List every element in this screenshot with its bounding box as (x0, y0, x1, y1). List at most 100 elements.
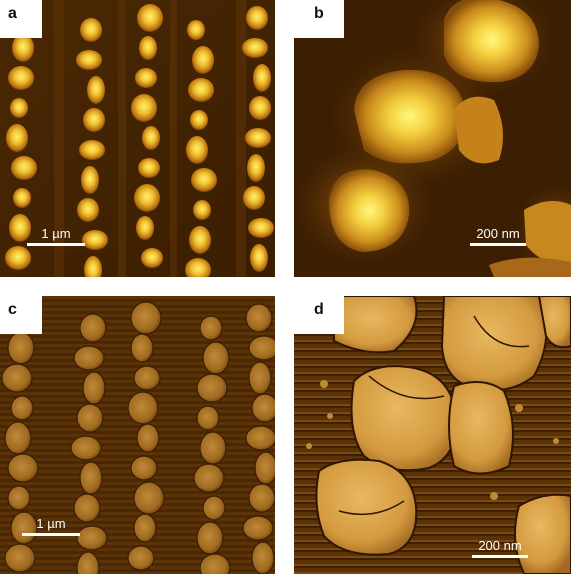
island-a (193, 200, 211, 220)
island-c (1, 363, 33, 393)
scale-bar-label-c: 1 µm (36, 516, 66, 531)
island-a (246, 6, 268, 30)
island-a (190, 110, 208, 130)
island-c (7, 331, 35, 365)
island-c (199, 431, 227, 465)
scale-bar-line-b (470, 243, 526, 246)
island-c (76, 403, 104, 433)
scale-bar-a: 1 µm (27, 224, 85, 246)
island-c (127, 545, 155, 571)
island-a (13, 188, 31, 208)
island-a (82, 230, 108, 250)
island-c (251, 393, 275, 423)
island-a (189, 226, 211, 254)
afm-panel-a: a 1 µm (0, 0, 275, 277)
panel-letter-a: a (8, 5, 17, 22)
scale-bar-line-a (27, 243, 85, 246)
scale-bar-b: 200 nm (470, 224, 526, 246)
island-a (185, 258, 211, 277)
island-a (83, 108, 105, 132)
island-a (87, 76, 105, 104)
island-c (73, 493, 101, 523)
island-a (135, 68, 157, 88)
island-c (248, 335, 275, 361)
island-c (82, 371, 106, 405)
island-c (202, 495, 226, 521)
island-c (130, 455, 158, 481)
afm-topography-image-a (0, 0, 275, 277)
island-c (199, 315, 223, 341)
island-c (245, 303, 273, 333)
afm-panel-d: d 200 nm (294, 296, 571, 574)
island-a (137, 4, 163, 32)
island-c (133, 481, 165, 515)
island-a (191, 168, 217, 192)
island-c (4, 543, 36, 573)
island-a (192, 46, 214, 74)
island-a (5, 246, 31, 270)
island-a (77, 198, 99, 222)
island-c (76, 525, 108, 551)
afm-phase-image-d (294, 296, 571, 574)
island-c (196, 521, 224, 555)
island-c (133, 513, 157, 543)
afm-panel-c: c 1 µm (0, 296, 275, 574)
island-a (139, 36, 157, 60)
island-a (242, 38, 268, 58)
island-c (4, 421, 32, 455)
panel-letter-c: c (8, 301, 17, 318)
island-a (76, 50, 102, 70)
island-c (242, 515, 274, 541)
island-c (196, 373, 228, 403)
panel-label-box-d: d (294, 296, 344, 334)
island-a (186, 136, 208, 164)
island-c (133, 365, 161, 391)
island-a (249, 96, 271, 120)
scale-bar-line-d (472, 555, 528, 558)
panel-label-box-a: a (0, 0, 42, 38)
panel-letter-b: b (314, 5, 324, 22)
panel-letter-d: d (314, 301, 324, 318)
island-a (142, 126, 160, 150)
island-c (130, 301, 162, 335)
island-a (80, 18, 102, 42)
island-a (79, 140, 105, 160)
island-c (127, 391, 159, 425)
island-a (12, 34, 34, 62)
scale-bar-label-b: 200 nm (476, 226, 520, 241)
scale-bar-d: 200 nm (472, 536, 528, 558)
island-a (253, 64, 271, 92)
island-c (7, 453, 39, 483)
island-a (247, 154, 265, 182)
island-c (254, 451, 275, 485)
island-a (136, 216, 154, 240)
scale-bar-label-a: 1 µm (41, 226, 71, 241)
panel-label-box-c: c (0, 296, 42, 334)
island-a (84, 256, 102, 277)
island-c (193, 463, 225, 493)
island-c (136, 423, 160, 453)
island-a (10, 98, 28, 118)
island-c (199, 553, 231, 574)
scale-bar-label-d: 200 nm (478, 538, 522, 553)
island-c (130, 333, 154, 363)
island-c (251, 541, 275, 574)
island-c (245, 425, 275, 451)
island-a (6, 124, 28, 152)
island-a (248, 218, 274, 238)
island-a (245, 128, 271, 148)
scale-bar-line-c (22, 533, 80, 536)
island-c (73, 345, 105, 371)
island-a (9, 214, 31, 242)
island-a (188, 78, 214, 102)
island-c (70, 435, 102, 461)
island-a (187, 20, 205, 40)
island-c (248, 483, 275, 513)
island-c (79, 313, 107, 343)
afm-topography-image-b (294, 0, 571, 277)
island-a (243, 186, 265, 210)
island-c (76, 551, 100, 574)
island-a (8, 66, 34, 90)
island-a (131, 94, 157, 122)
scale-bar-c: 1 µm (22, 514, 80, 536)
